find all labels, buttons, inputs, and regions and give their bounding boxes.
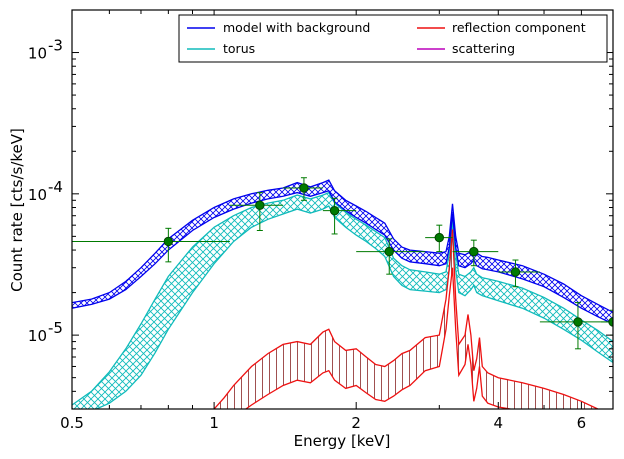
data-point-4 [322,197,357,235]
x-tick-label: 1 [209,414,219,432]
data-point-7 [452,239,499,267]
model-with-background-upper-line [72,179,613,313]
x-tick-label: 2 [351,414,361,432]
y-tick-label: 10 [28,186,47,204]
legend-label-model: model with background [223,20,370,35]
data-point-marker [329,205,340,216]
reflection-component-lower-line [244,267,514,409]
data-point-marker [469,246,479,257]
data-point-6 [425,224,453,253]
x-tick-label: 0.5 [60,414,84,432]
data-point-marker [434,232,445,243]
legend: model with background reflection compone… [178,14,608,63]
torus-band-fill [72,192,613,409]
data-point-5 [356,238,426,275]
legend-label-scattering: scattering [452,41,515,56]
data-point-marker [573,317,583,327]
y-tick-label-exponent: -5 [48,319,63,337]
data-point-2 [229,192,284,232]
x-tick-label: 6 [577,414,587,432]
y-tick-label-exponent: -3 [48,37,63,55]
data-point-marker [163,236,174,247]
data-point-9 [539,302,613,350]
data-point-1 [72,227,230,263]
data-point-marker [510,267,521,277]
data-point-marker [384,246,394,257]
plot-frame [71,9,614,410]
data-point-3 [283,177,323,201]
data-point-marker [299,183,309,193]
y-axis-label: Count rate [cts/s/keV] [8,128,26,292]
reflection-component-upper-line [213,229,600,409]
x-axis-label: Energy [keV] [294,432,391,450]
data-point-marker [255,200,265,210]
reflection-component-band-fill [214,229,598,409]
legend-label-torus: torus [223,41,255,56]
legend-box [178,14,608,63]
model-with-background-band-fill [72,180,613,324]
data-point-8 [498,259,540,288]
y-tick-label: 10 [28,327,47,345]
x-tick-label: 4 [494,414,504,432]
legend-label-reflection: reflection component [452,20,586,35]
y-tick-label-exponent: -4 [48,178,63,196]
y-tick-label: 10 [28,45,47,63]
